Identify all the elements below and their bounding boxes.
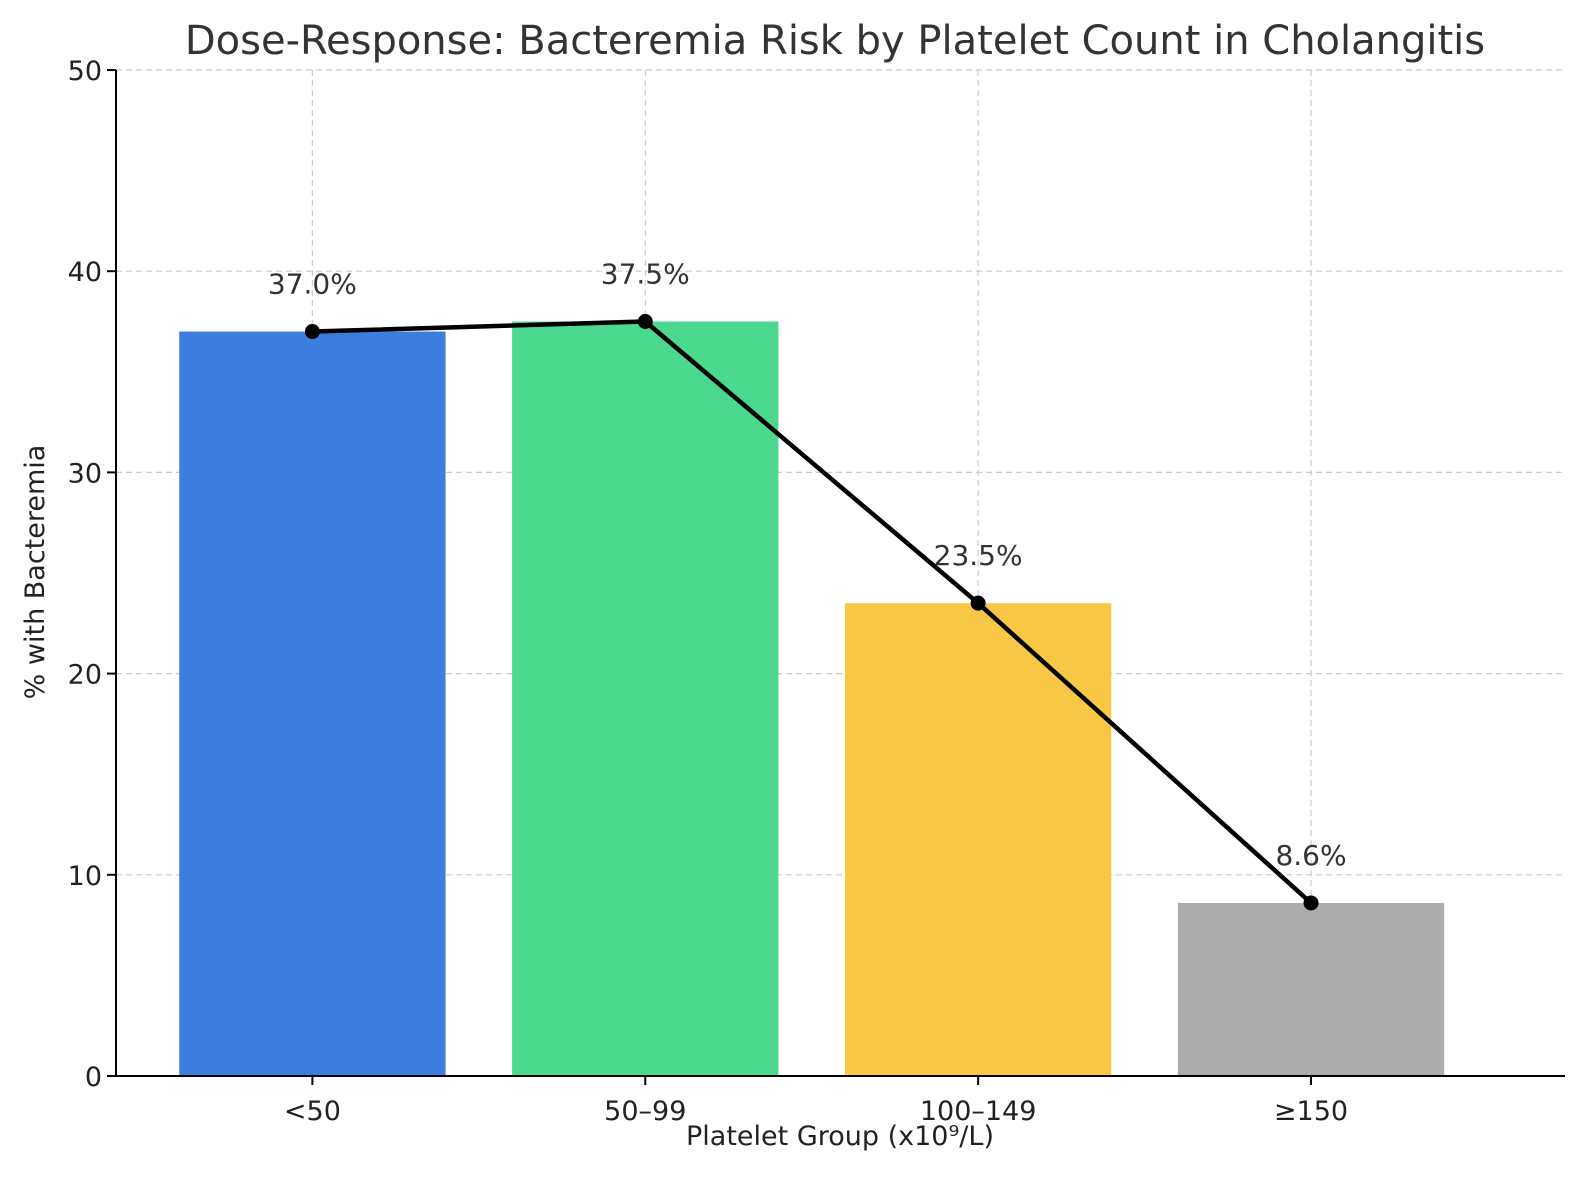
y-tick-label: 50 xyxy=(68,56,102,87)
y-tick-label: 40 xyxy=(68,257,102,288)
bar xyxy=(1177,902,1445,1076)
bar xyxy=(179,331,446,1076)
x-tick-label: 100–149 xyxy=(920,1096,1037,1127)
data-label: 37.0% xyxy=(268,268,357,301)
y-axis-label: % with Bacteremia xyxy=(20,445,51,700)
line-marker xyxy=(1303,895,1319,911)
x-tick-label: 50–99 xyxy=(604,1096,686,1127)
data-label: 23.5% xyxy=(934,539,1023,572)
axes xyxy=(115,70,1565,1077)
bar xyxy=(512,321,779,1076)
trend-line xyxy=(312,319,1313,905)
y-tick-label: 30 xyxy=(68,458,102,489)
x-axis-label: Platelet Group (x10⁹/L) xyxy=(686,1121,994,1152)
x-ticks: <50 50–99 100–149 ≥150 xyxy=(284,1076,1348,1127)
data-label: 8.6% xyxy=(1275,839,1346,872)
line-marker xyxy=(304,324,320,340)
y-tick-label: 0 xyxy=(85,1062,102,1093)
bar xyxy=(844,603,1112,1076)
line-marker xyxy=(637,314,653,329)
data-labels: 37.0% 37.5% 23.5% 8.6% xyxy=(268,258,1347,872)
y-ticks: 0 10 20 30 40 50 xyxy=(68,56,116,1093)
x-tick-label: <50 xyxy=(284,1096,341,1127)
bars xyxy=(179,321,1445,1076)
x-tick-label: ≥150 xyxy=(1274,1096,1348,1127)
chart-title: Dose-Response: Bacteremia Risk by Platel… xyxy=(185,18,1485,64)
line-marker xyxy=(970,595,986,611)
y-tick-label: 20 xyxy=(68,660,102,691)
y-tick-label: 10 xyxy=(68,861,102,892)
trend-line-group xyxy=(304,314,1319,911)
data-label: 37.5% xyxy=(601,258,690,291)
